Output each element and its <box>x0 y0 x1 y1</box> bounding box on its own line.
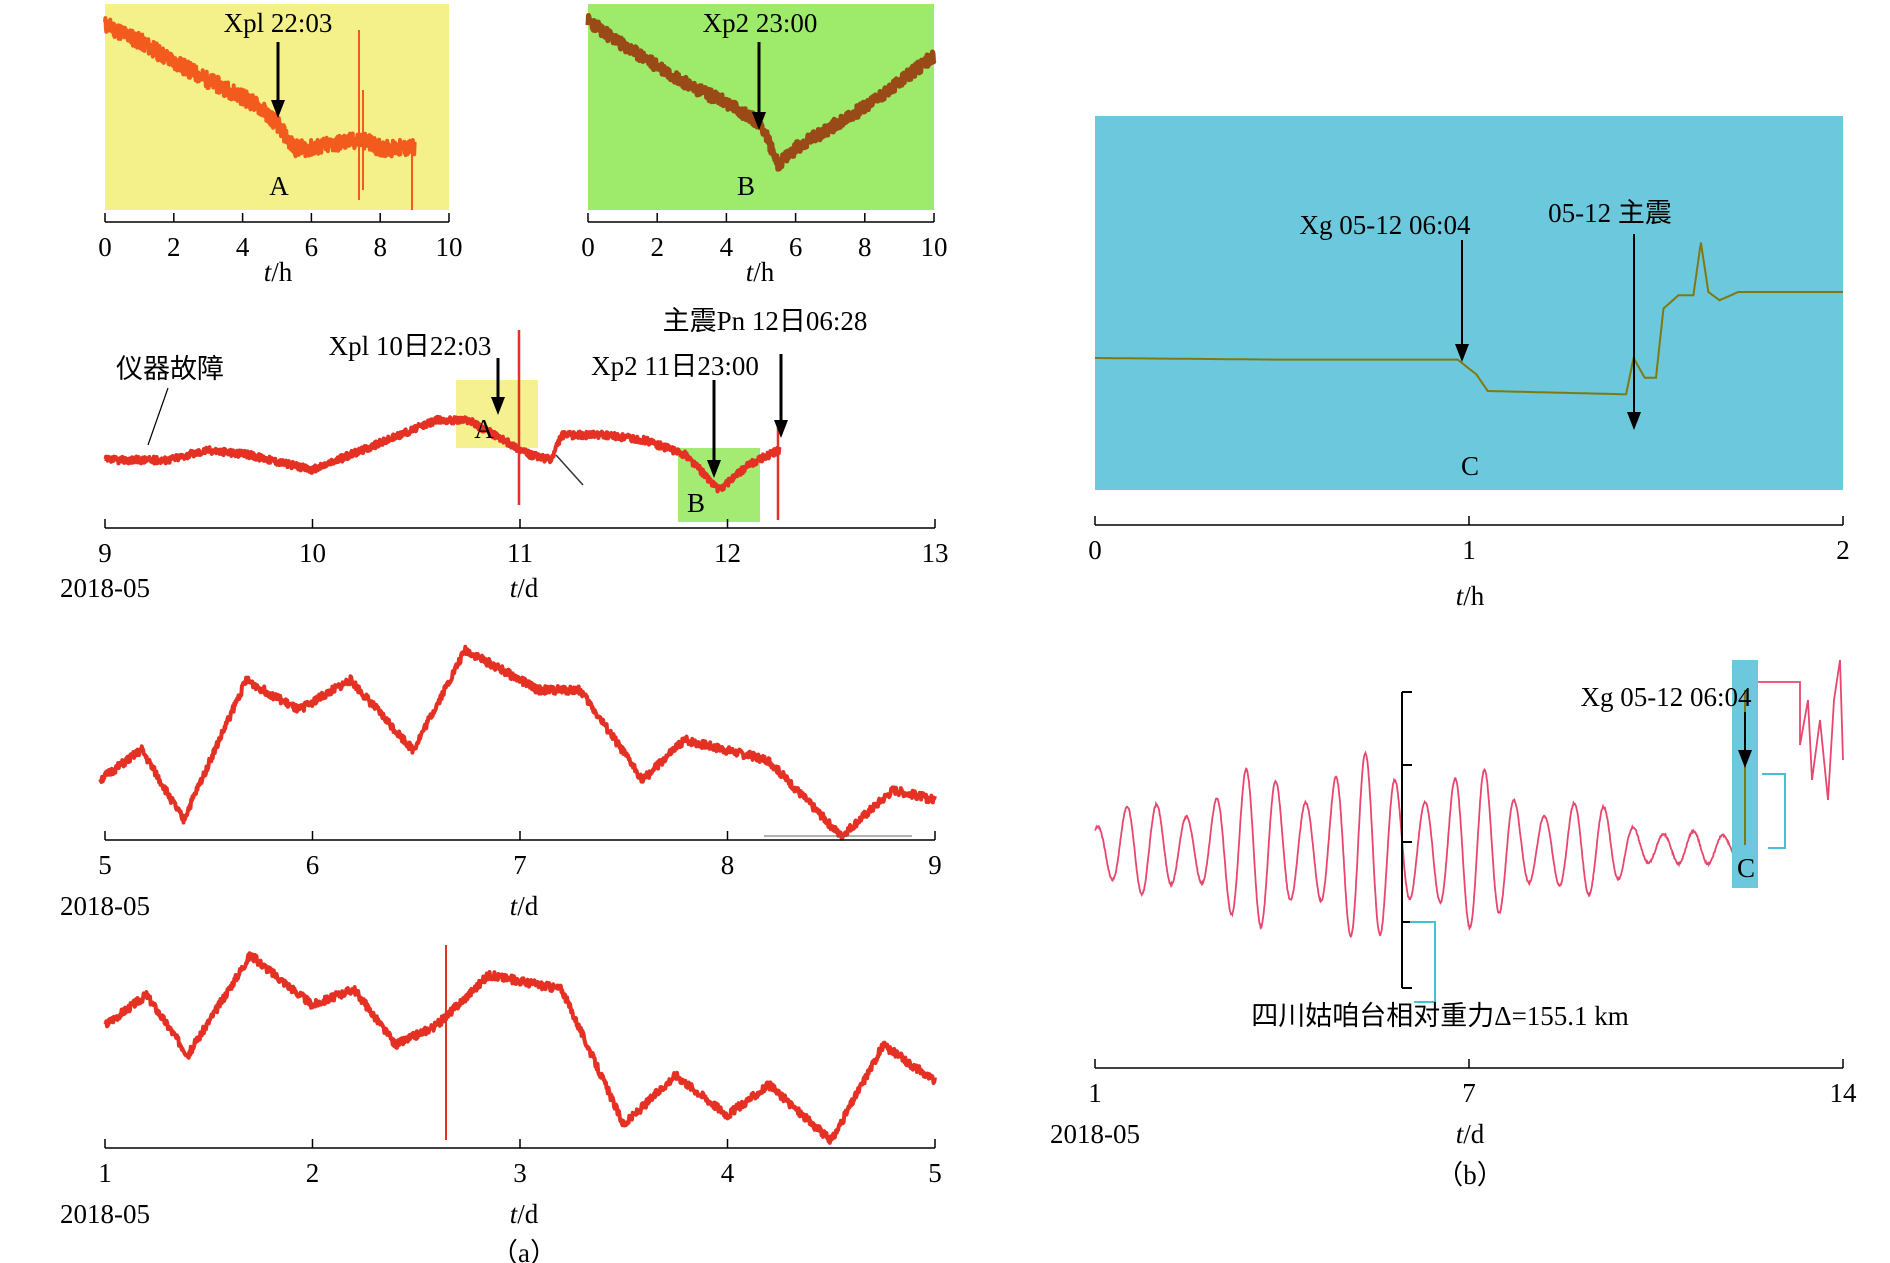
row2-arrow-xp2 <box>707 380 721 478</box>
row2-trace <box>103 414 782 494</box>
b-bottom-bracket <box>1762 773 1786 849</box>
row2-xlabel: t/d <box>510 573 539 603</box>
b-bottom-arrow-xg <box>1738 712 1752 768</box>
row3-xlabel: t/d <box>510 891 539 921</box>
b-top-annotation-mainshock: 05-12 主震 <box>1548 198 1672 228</box>
b-top-annotation-xg: Xg 05-12 06:04 <box>1300 210 1471 240</box>
b-bottom-x-axis: 1 7 14 <box>1088 1059 1857 1108</box>
x-tick-label: 0 <box>581 232 595 262</box>
x-tick-label: 10 <box>299 538 326 568</box>
b-top-trace <box>1095 242 1843 396</box>
x-tick-label: 8 <box>858 232 872 262</box>
b-top-arrow-xg <box>1455 240 1469 362</box>
inset-a-arrow-head <box>271 100 285 118</box>
x-tick-label: 9 <box>928 850 942 880</box>
x-tick-label: 2 <box>650 232 664 262</box>
row4-trace <box>103 951 937 1145</box>
x-tick-label: 2 <box>167 232 181 262</box>
row2-arrow-mainshock <box>774 354 788 438</box>
inset-b-x-axis: 0 2 4 6 8 10 <box>581 213 948 262</box>
inset-b-background <box>588 4 934 210</box>
b-bottom-date-label: 2018-05 <box>1050 1119 1140 1149</box>
x-tick-label: 11 <box>507 538 533 568</box>
b-top-arrow-mainshock <box>1627 234 1641 430</box>
x-tick-label: 8 <box>721 850 735 880</box>
x-tick-label: 6 <box>305 232 319 262</box>
b-top-x-axis: 0 1 2 <box>1088 516 1850 565</box>
x-tick-label: 4 <box>721 1158 735 1188</box>
x-tick-label: 10 <box>921 232 948 262</box>
row2-arrow-mainshock-head <box>774 420 788 438</box>
inset-b-xlabel: t/h <box>746 257 775 287</box>
x-tick-label: 0 <box>98 232 112 262</box>
x-tick-label: 4 <box>720 232 734 262</box>
x-tick-label: 1 <box>1088 1078 1102 1108</box>
b-bottom-annotation-xg: Xg 05-12 06:04 <box>1581 682 1752 712</box>
row4-date-label: 2018-05 <box>60 1199 150 1229</box>
row2-gap-pointer <box>555 454 584 486</box>
row2-arrow-xp2-head <box>707 460 721 478</box>
row2-x-axis: 9 10 11 12 13 <box>98 519 949 568</box>
row2-fault-pointer <box>147 387 169 446</box>
x-tick-label: 12 <box>714 538 741 568</box>
x-tick-label: 0 <box>1088 535 1102 565</box>
row2-annotation-mainshock: 主震Pn 12日06:28 <box>663 306 868 336</box>
row2-point-label-b: B <box>687 488 705 518</box>
x-tick-label: 10 <box>436 232 463 262</box>
caption-a: （a） <box>491 1238 557 1263</box>
x-tick-label: 9 <box>98 538 112 568</box>
row2-annotation-xp1: Xpl 10日22:03 <box>329 331 492 361</box>
inset-b-arrow <box>752 42 766 130</box>
inset-b-point-label: B <box>737 171 755 201</box>
inset-b-arrow-head <box>752 112 766 130</box>
b-bottom-point-label: C <box>1737 853 1755 883</box>
row2-annotation-fault: 仪器故障 <box>116 354 224 384</box>
x-tick-label: 5 <box>928 1158 942 1188</box>
inset-a-point-label: A <box>269 171 289 201</box>
x-tick-label: 1 <box>1462 535 1476 565</box>
row4-xlabel: t/d <box>510 1199 539 1229</box>
inset-a-arrow <box>271 42 285 118</box>
x-tick-label: 1 <box>98 1158 112 1188</box>
inset-b-annotation: Xp2 23:00 <box>703 8 818 38</box>
inset-a-annotation: Xpl 22:03 <box>224 8 333 38</box>
x-tick-label: 8 <box>373 232 387 262</box>
x-tick-label: 6 <box>789 232 803 262</box>
b-top-point-label: C <box>1461 451 1479 481</box>
b-top-xlabel: t/h <box>1456 581 1485 611</box>
row4-x-axis: 1 2 3 4 5 <box>98 1139 942 1188</box>
x-tick-label: 2 <box>306 1158 320 1188</box>
b-top-arrow-mainshock-head <box>1627 412 1641 430</box>
inset-a-xlabel: t/h <box>264 257 293 287</box>
x-tick-label: 5 <box>98 850 112 880</box>
x-tick-label: 3 <box>513 1158 527 1188</box>
b-bottom-arrow-xg-head <box>1738 750 1752 768</box>
b-top-arrow-xg-head <box>1455 344 1469 362</box>
caption-b: （b） <box>1436 1160 1504 1190</box>
row3-date-label: 2018-05 <box>60 891 150 921</box>
b-bottom-trace-after <box>1757 659 1844 801</box>
inset-a-x-axis: 0 2 4 6 8 10 <box>98 213 463 262</box>
row3-x-axis: 5 6 7 8 9 <box>98 831 942 880</box>
b-bottom-trace <box>1094 750 1743 939</box>
row2-annotation-xp2: Xp2 11日23:00 <box>591 351 759 381</box>
x-tick-label: 7 <box>513 850 527 880</box>
row3-trace <box>98 644 937 841</box>
row2-point-label-a: A <box>474 414 494 444</box>
b-bottom-xlabel: t/d <box>1456 1119 1485 1149</box>
row2-date-label: 2018-05 <box>60 573 150 603</box>
x-tick-label: 2 <box>1836 535 1850 565</box>
b-top-background <box>1095 116 1843 490</box>
b-bottom-bracket <box>1410 921 1436 1003</box>
x-tick-label: 14 <box>1830 1078 1858 1108</box>
x-tick-label: 13 <box>922 538 949 568</box>
x-tick-label: 7 <box>1462 1078 1476 1108</box>
x-tick-label: 6 <box>306 850 320 880</box>
row2-arrow-xp1-head <box>491 397 505 415</box>
b-bottom-station-label: 四川姑咱台相对重力Δ=155.1 km <box>1251 1001 1629 1031</box>
row2-arrow-xp1 <box>491 358 505 415</box>
x-tick-label: 4 <box>236 232 250 262</box>
